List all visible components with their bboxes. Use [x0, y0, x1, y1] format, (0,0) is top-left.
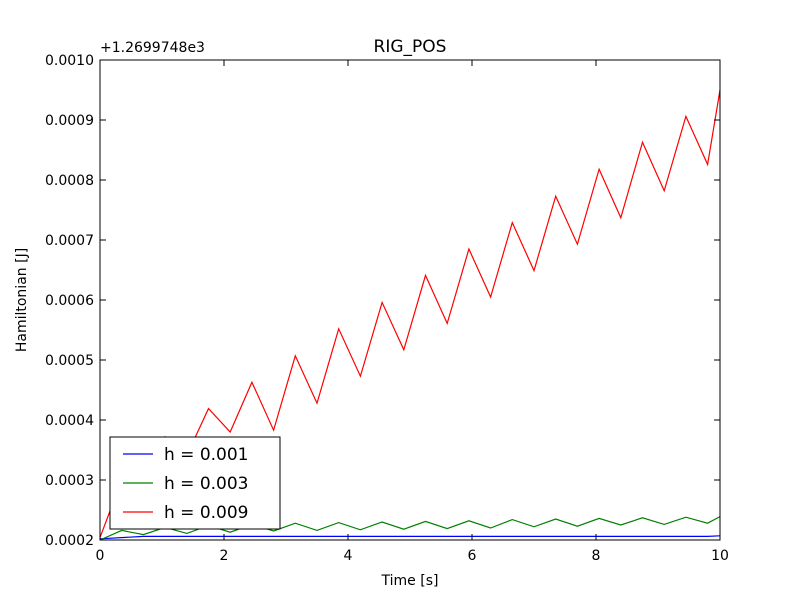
- x-tick-label: 10: [711, 548, 729, 564]
- y-tick-label: 0.0006: [45, 293, 94, 309]
- y-tick-label: 0.0010: [45, 53, 94, 69]
- x-tick-label: 0: [96, 548, 105, 564]
- legend-label: h = 0.009: [164, 503, 249, 523]
- y-tick-label: 0.0004: [45, 413, 94, 429]
- x-tick-label: 6: [468, 548, 477, 564]
- legend: h = 0.001 h = 0.003 h = 0.009: [109, 436, 281, 530]
- series-line-3: [99, 89, 721, 538]
- y-tick-label: 0.0005: [45, 353, 94, 369]
- series-line-1: [99, 535, 721, 540]
- y-tick-label: 0.0009: [45, 113, 94, 129]
- legend-label: h = 0.001: [164, 445, 249, 465]
- legend-label: h = 0.003: [164, 474, 249, 494]
- y-axis-offset-label: +1.2699748e3: [100, 40, 205, 56]
- chart-title: RIG_POS: [374, 37, 447, 57]
- x-tick-label: 2: [220, 548, 229, 564]
- y-tick-label: 0.0008: [45, 173, 94, 189]
- y-tick-label: 0.0003: [45, 473, 94, 489]
- x-tick-label: 4: [344, 548, 353, 564]
- x-axis-title: Time [s]: [381, 573, 439, 589]
- y-axis-title: Hamiltonian [J]: [14, 248, 30, 352]
- x-tick-label: 8: [592, 548, 601, 564]
- y-tick-label: 0.0007: [45, 233, 94, 249]
- y-tick-label: 0.0002: [45, 533, 94, 549]
- axis-ticks: 0 2 4 6 8 10 0.0002 0.0003 0.0004 0.0005 0.0006 0.0…: [45, 53, 729, 564]
